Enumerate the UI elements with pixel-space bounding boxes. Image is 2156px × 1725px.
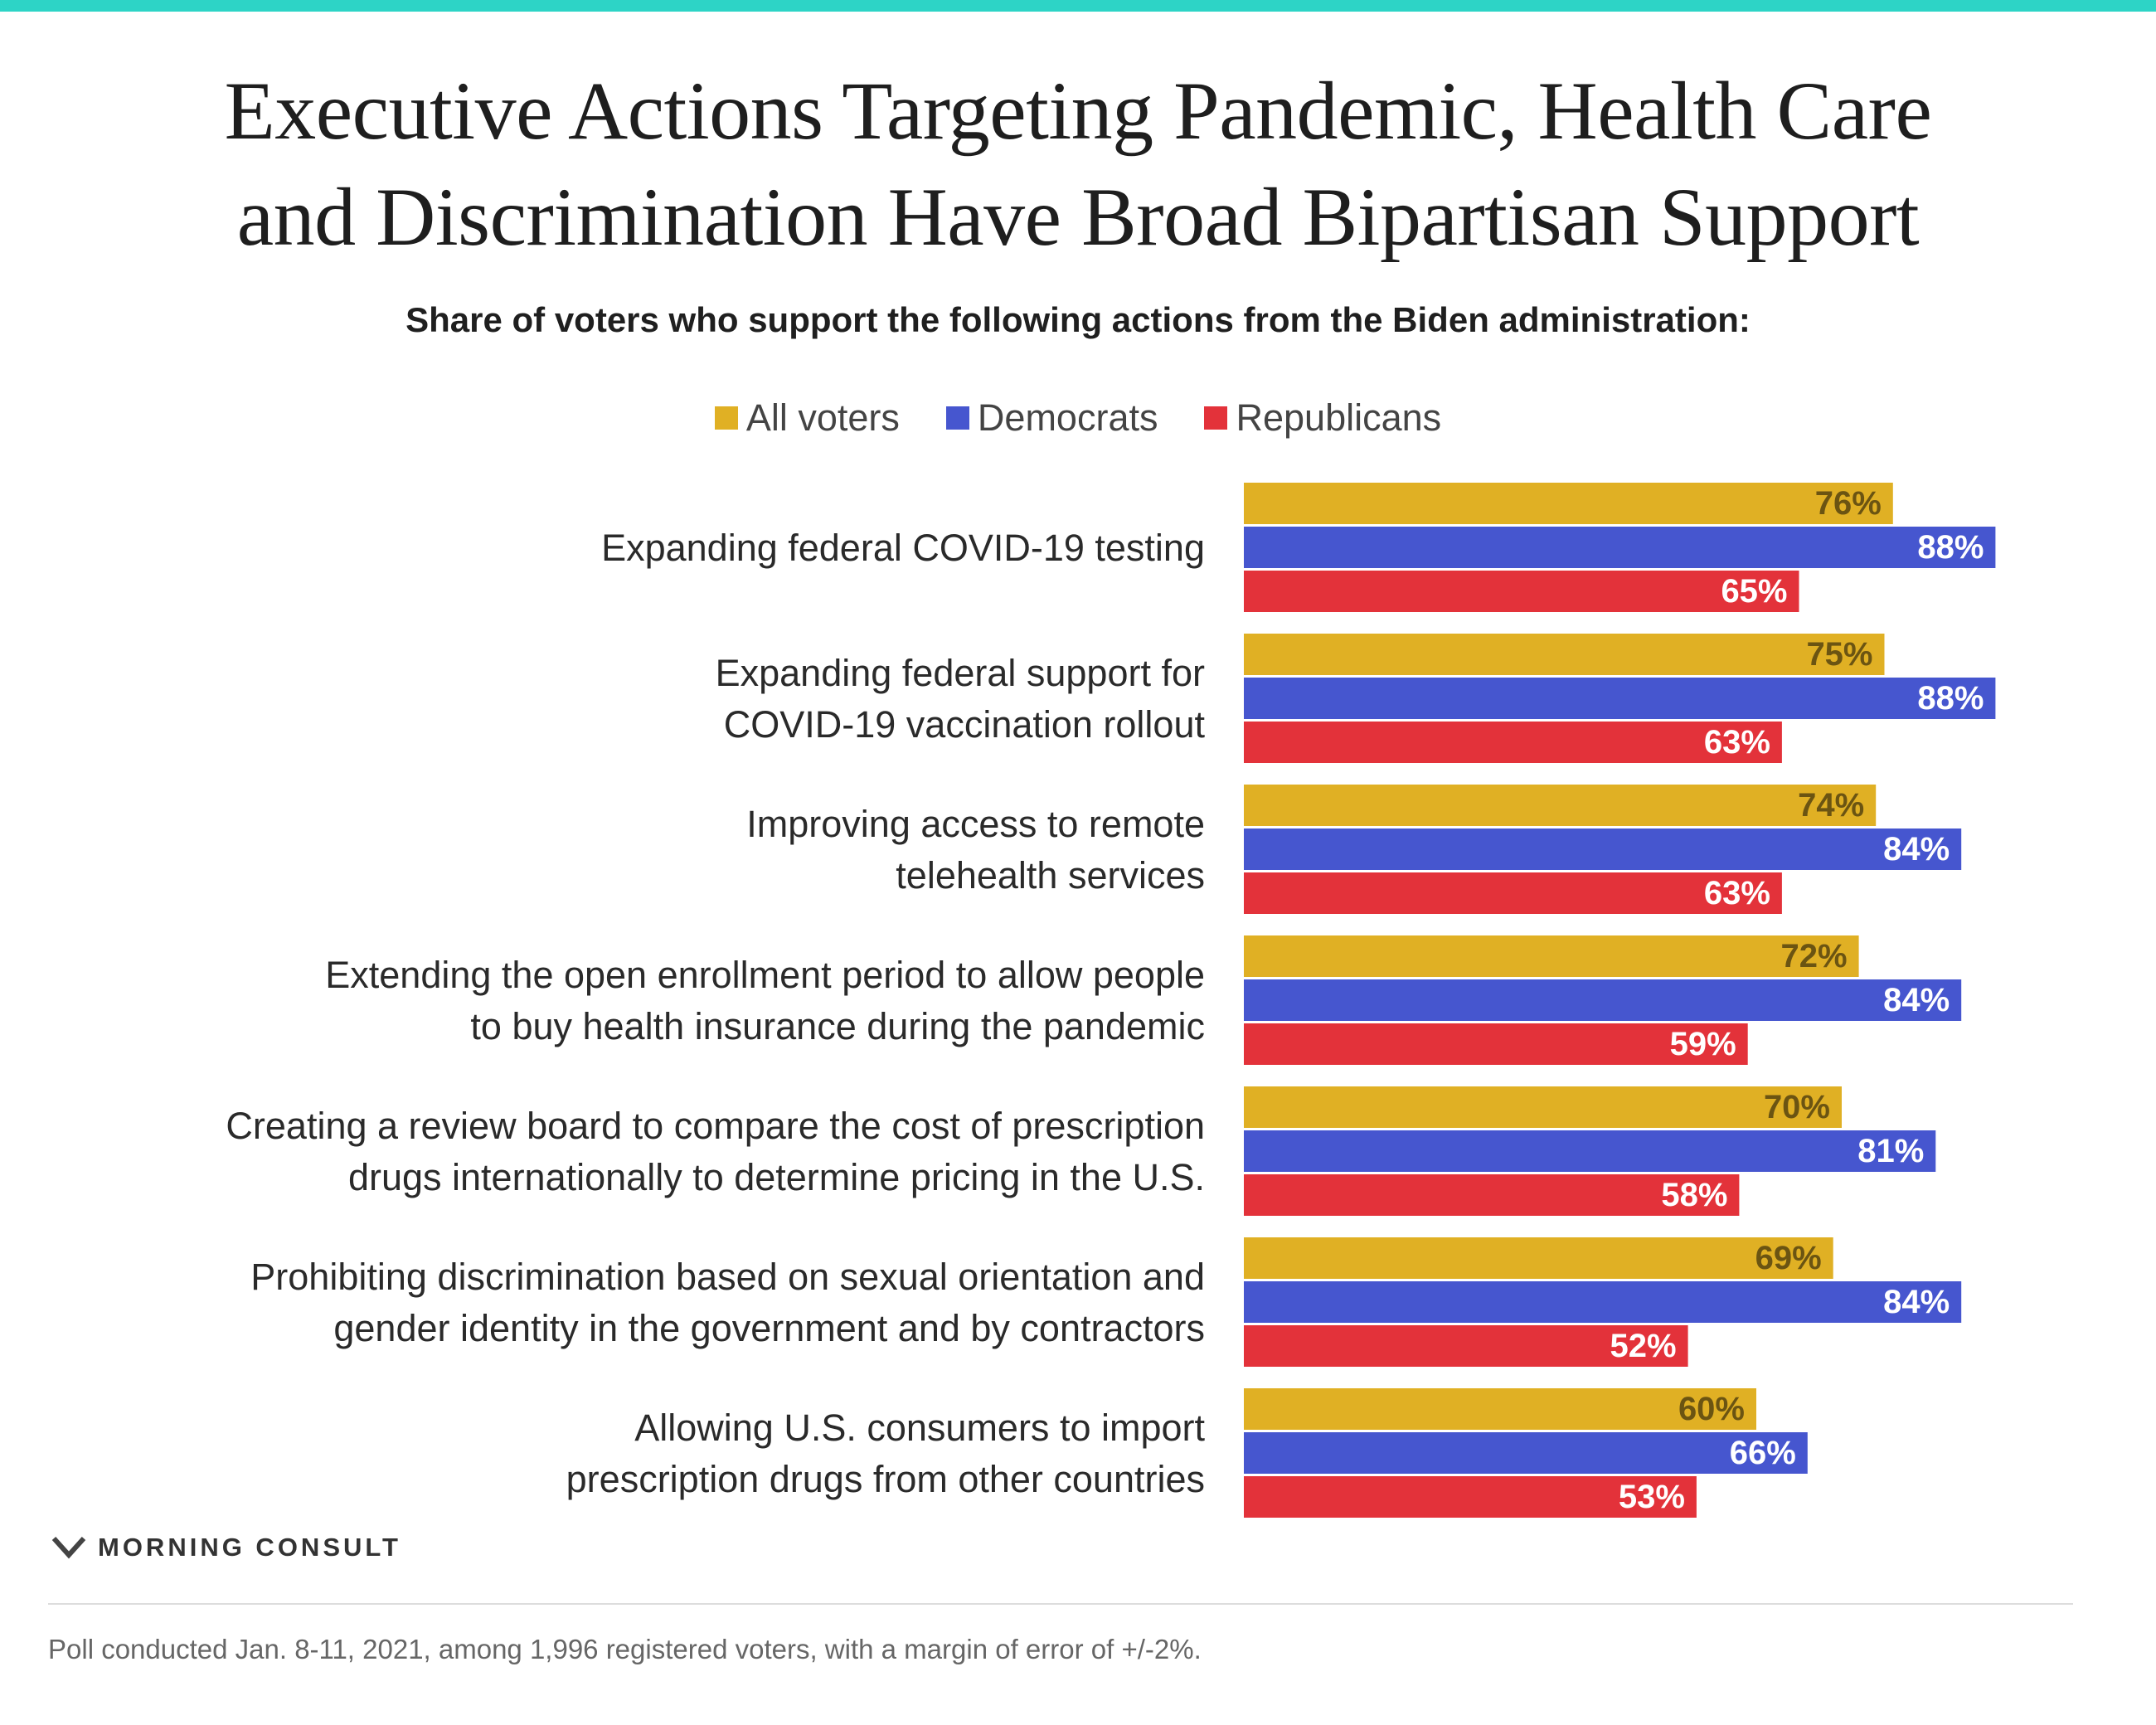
bar-democrats — [1244, 527, 1996, 568]
bar-republicans — [1244, 872, 1782, 914]
bar-group: Expanding federal support for COVID-19 va… — [716, 634, 1996, 763]
chart-legend: All voters Democrats Republicans — [0, 396, 2156, 440]
bar-all-voters — [1244, 1086, 1842, 1128]
data-label-all-voters: 74% — [1798, 787, 1864, 824]
footnote: Poll conducted Jan. 8-11, 2021, among 1,… — [48, 1634, 1202, 1664]
legend-label-democrats: Democrats — [977, 396, 1158, 439]
footer-divider — [48, 1603, 2073, 1605]
bar-democrats — [1244, 828, 1962, 870]
bar-chart: Expanding federal COVID-19 testing 76% 88%… — [226, 483, 1996, 1518]
bar-democrats — [1244, 979, 1962, 1021]
bar-all-voters — [1244, 1388, 1756, 1430]
category-label: telehealth services — [896, 854, 1205, 897]
category-label: Creating a review board to compare the c… — [226, 1105, 1205, 1147]
data-label-democrats: 88% — [1917, 680, 1984, 717]
data-label-all-voters: 70% — [1764, 1089, 1830, 1125]
category-label: Prohibiting discrimination based on sexu… — [250, 1256, 1205, 1298]
brand-name: MORNING CONSULT — [98, 1533, 401, 1562]
data-label-democrats: 84% — [1883, 1284, 1950, 1320]
brand-logo: MORNING CONSULT — [51, 1533, 401, 1562]
bar-democrats — [1244, 1130, 1936, 1172]
bar-republicans — [1244, 1325, 1688, 1367]
data-label-republicans: 65% — [1721, 573, 1787, 610]
data-label-republicans: 63% — [1704, 875, 1770, 911]
data-label-all-voters: 69% — [1755, 1240, 1822, 1276]
data-label-republicans: 53% — [1619, 1479, 1685, 1515]
legend-item-democrats: Democrats — [945, 396, 1158, 440]
category-label: drugs internationally to determine prici… — [348, 1156, 1205, 1198]
legend-swatch-democrats — [945, 406, 969, 430]
legend-label-all-voters: All voters — [745, 396, 900, 439]
bar-all-voters — [1244, 1237, 1833, 1279]
bar-group: Expanding federal COVID-19 testing 76% 88%… — [601, 483, 1996, 612]
data-label-all-voters: 75% — [1806, 636, 1872, 673]
bar-democrats — [1244, 1281, 1962, 1323]
chart-title: Executive Actions Targeting Pandemic, He… — [83, 58, 2073, 270]
bar-republicans — [1244, 571, 1799, 612]
legend-item-republicans: Republicans — [1204, 396, 1441, 440]
bar-all-voters — [1244, 634, 1885, 675]
bar-all-voters — [1244, 785, 1877, 826]
bar-republicans — [1244, 1174, 1740, 1216]
bar-democrats — [1244, 678, 1996, 719]
data-label-democrats: 66% — [1730, 1435, 1796, 1471]
data-label-all-voters: 60% — [1678, 1391, 1745, 1427]
bar-group: Creating a review board to compare the c… — [226, 1086, 1936, 1216]
legend-swatch-republicans — [1204, 406, 1228, 430]
data-label-all-voters: 76% — [1815, 485, 1882, 522]
data-label-all-voters: 72% — [1781, 938, 1848, 974]
legend-label-republicans: Republicans — [1236, 396, 1442, 439]
category-label: Allowing U.S. consumers to import — [634, 1407, 1205, 1449]
bar-republicans — [1244, 722, 1782, 763]
chart-title-line-1: Executive Actions Targeting Pandemic, He… — [224, 65, 1932, 157]
bar-republicans — [1244, 1476, 1697, 1518]
data-label-democrats: 88% — [1917, 529, 1984, 566]
chart-subtitle: Share of voters who support the followin… — [405, 300, 1751, 339]
data-label-democrats: 84% — [1883, 982, 1950, 1018]
bar-group: Extending the open enrollment period to … — [325, 935, 1962, 1065]
top-accent-bar — [0, 0, 2156, 12]
category-label: gender identity in the government and by… — [333, 1307, 1205, 1349]
bar-all-voters — [1244, 935, 1859, 977]
data-label-republicans: 59% — [1670, 1026, 1736, 1062]
bar-all-voters — [1244, 483, 1893, 524]
bar-group: Allowing U.S. consumers to import prescri… — [566, 1388, 1808, 1518]
morning-consult-logo-icon — [51, 1536, 86, 1559]
bar-republicans — [1244, 1023, 1748, 1065]
category-label: Improving access to remote — [746, 803, 1205, 845]
category-label: Expanding federal support for — [716, 652, 1205, 694]
data-label-democrats: 81% — [1857, 1133, 1924, 1169]
bar-group: Prohibiting discrimination based on sexu… — [250, 1237, 1962, 1367]
data-label-democrats: 84% — [1883, 831, 1950, 867]
legend-item-all-voters: All voters — [714, 396, 900, 440]
legend-swatch-all-voters — [714, 406, 738, 430]
data-label-republicans: 58% — [1661, 1177, 1727, 1213]
data-label-republicans: 63% — [1704, 724, 1770, 760]
category-label: Extending the open enrollment period to … — [325, 954, 1205, 996]
bar-group: Improving access to remote telehealth ser… — [746, 785, 1962, 914]
category-label: prescription drugs from other countries — [566, 1458, 1205, 1500]
category-label: Expanding federal COVID-19 testing — [601, 527, 1205, 569]
category-label: COVID-19 vaccination rollout — [724, 703, 1206, 746]
data-label-republicans: 52% — [1610, 1328, 1677, 1364]
category-label: to buy health insurance during the pande… — [470, 1005, 1205, 1047]
bar-democrats — [1244, 1432, 1808, 1474]
chart-title-line-2: and Discrimination Have Broad Bipartisan… — [236, 171, 1920, 263]
